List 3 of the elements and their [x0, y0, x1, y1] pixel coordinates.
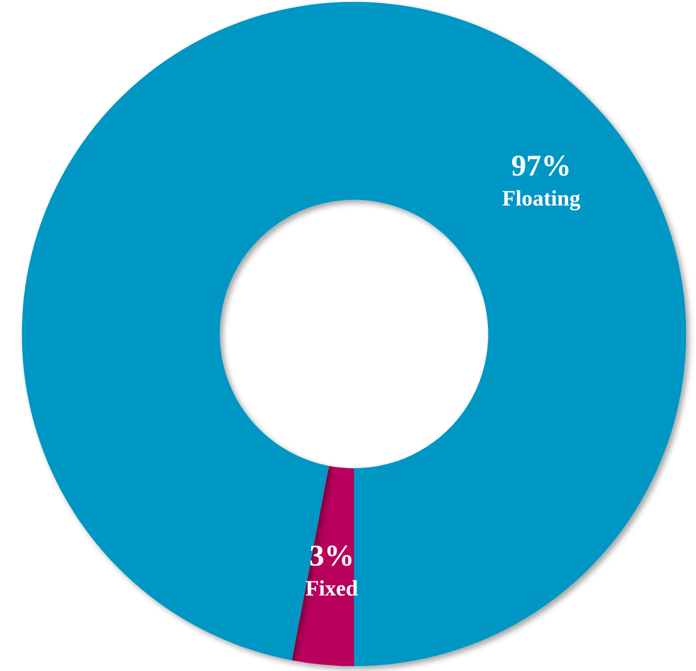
data-label: 3%: [309, 540, 354, 573]
data-label: 97%: [511, 149, 572, 182]
slice-label: Floating: [502, 185, 580, 210]
